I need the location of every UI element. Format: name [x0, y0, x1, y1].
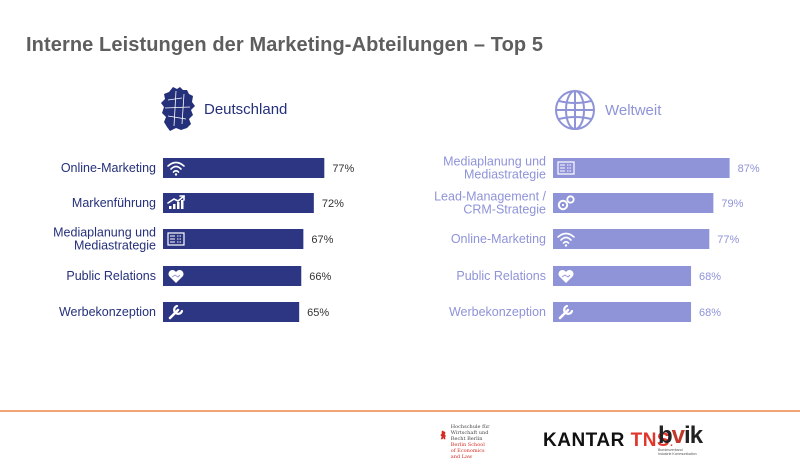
tns-mark: . — [670, 438, 674, 449]
bvik-subtitle: Bundesverband Industrie Kommunikation — [658, 448, 697, 456]
bvik-ik: ik — [684, 422, 703, 449]
wifi-icon — [557, 232, 575, 247]
media-plan-icon — [167, 232, 185, 246]
ww-value-label-1: 79% — [721, 198, 743, 210]
globe-icon — [555, 90, 595, 130]
de-bar-4 — [163, 302, 300, 322]
ww-category-label-0-1: Mediastrategie — [464, 168, 546, 182]
worldwide-header: Weltweit — [553, 88, 661, 132]
bvik-sub-line-2: Industrie Kommunikation — [658, 452, 697, 456]
de-category-label-1-0: Markenführung — [72, 196, 156, 210]
de-value-label-2: 67% — [311, 234, 333, 246]
heart-handshake-icon — [558, 269, 574, 283]
ww-category-label-3-0: Public Relations — [456, 269, 546, 283]
de-value-label-1: 72% — [322, 198, 344, 210]
germany-title: Deutschland — [204, 100, 288, 118]
ww-bar-2 — [553, 229, 710, 249]
tns-text: TNS — [630, 430, 671, 451]
de-category-label-4-0: Werbekonzeption — [59, 305, 156, 319]
media-plan-icon — [557, 161, 575, 175]
germany-bar-chart: 77% Online-Marketing 72% Markenführung 67% Me… — [53, 158, 355, 322]
kantar-tns-logo: KANTAR TNS. — [543, 430, 673, 452]
hwr-name-line-1: Hochschule für — [450, 424, 490, 430]
bvik-logo: bvik — [658, 422, 703, 450]
de-value-label-0: 77% — [332, 163, 354, 175]
ww-category-label-4-0: Werbekonzeption — [449, 305, 546, 319]
de-bar-3 — [163, 266, 302, 286]
ww-category-label-2-0: Online-Marketing — [451, 232, 546, 246]
ww-bar-3 — [553, 266, 692, 286]
ww-value-label-4: 68% — [699, 307, 721, 319]
wrench-icon — [168, 304, 184, 320]
bvik-v: v — [671, 422, 685, 449]
de-category-label-2-1: Mediastrategie — [74, 239, 156, 253]
worldwide-title: Weltweit — [605, 101, 662, 119]
kantar-text: KANTAR — [543, 430, 625, 451]
de-bar-0 — [163, 158, 325, 178]
de-category-label-2-0: Mediaplanung und — [53, 226, 156, 240]
de-value-label-4: 65% — [307, 307, 329, 319]
ww-category-label-1-0: Lead-Management / — [434, 190, 546, 204]
hwr-subtitle: Berlin School of Economics and Law — [450, 442, 485, 460]
de-category-label-3-0: Public Relations — [66, 269, 156, 283]
ww-bar-0 — [553, 158, 730, 178]
wrench-icon — [558, 304, 574, 320]
hwr-name-line-2: Wirtschaft und Recht Berlin — [450, 430, 489, 442]
heart-handshake-icon — [168, 269, 184, 283]
bvik-b: b — [658, 422, 673, 449]
ww-bar-4 — [553, 302, 692, 322]
hwr-logo: Hochschule für Wirtschaft und Recht Berl… — [440, 424, 490, 460]
ww-value-label-0: 87% — [738, 163, 760, 175]
ww-bar-1 — [553, 193, 714, 213]
berlin-bear-icon — [440, 430, 446, 440]
ww-value-label-2: 77% — [717, 234, 739, 246]
wifi-icon — [167, 161, 185, 176]
gears-icon — [557, 195, 575, 211]
ww-category-label-1-1: CRM-Strategie — [463, 203, 546, 217]
germany-map-icon — [161, 87, 195, 131]
page-title: Interne Leistungen der Marketing-Abteilu… — [26, 34, 544, 56]
de-bar-1 — [163, 193, 314, 213]
ww-category-label-0-0: Mediaplanung und — [443, 155, 546, 169]
growth-chart-icon — [167, 195, 185, 209]
bvik-sub-line-1: Bundesverband — [658, 448, 683, 452]
ww-value-label-3: 68% — [699, 271, 721, 283]
footer-divider — [0, 410, 800, 412]
germany-header: Deutschland — [160, 86, 287, 132]
de-category-label-0-0: Online-Marketing — [61, 161, 156, 175]
de-bar-2 — [163, 229, 304, 249]
de-value-label-3: 66% — [309, 271, 331, 283]
